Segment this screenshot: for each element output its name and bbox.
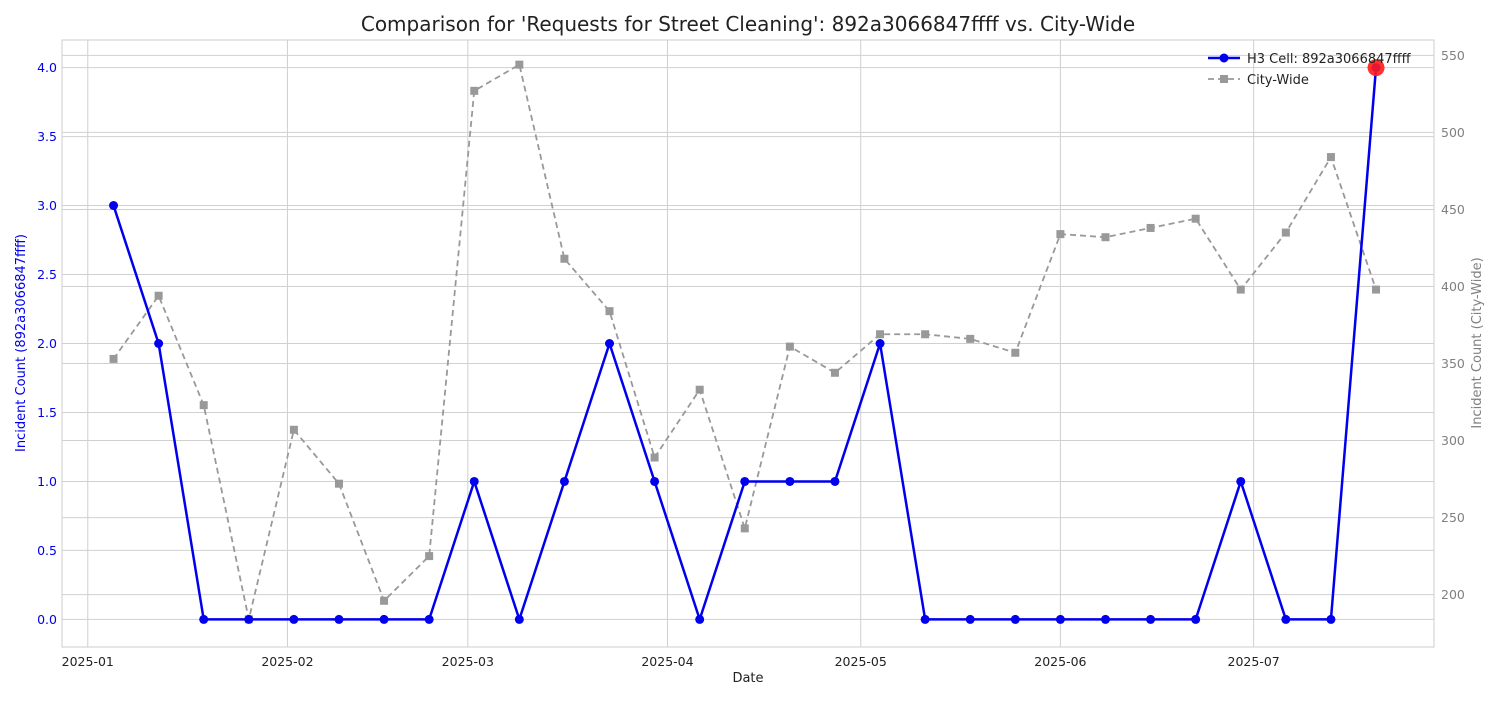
data-point-h3-cell	[559, 476, 569, 486]
y-right-tick-label: 350	[1441, 356, 1465, 371]
data-point-city-wide	[605, 307, 614, 316]
data-point-city-wide	[921, 330, 930, 339]
y-left-tick-label: 4.0	[37, 60, 57, 75]
data-point-h3-cell	[695, 614, 705, 624]
y-right-tick-label: 300	[1441, 433, 1465, 448]
data-point-h3-cell	[920, 614, 930, 624]
data-point-h3-cell	[1146, 614, 1156, 624]
data-point-city-wide	[650, 453, 659, 462]
y-left-tick-label: 2.5	[37, 267, 57, 282]
data-point-h3-cell	[424, 614, 434, 624]
data-point-h3-cell	[154, 339, 164, 348]
y-right-tick-label: 450	[1441, 202, 1465, 217]
data-point-city-wide	[1236, 285, 1245, 294]
data-point-h3-cell	[1236, 476, 1246, 486]
data-point-city-wide	[515, 60, 524, 69]
data-point-h3-cell	[1281, 614, 1291, 624]
x-tick-label: 2025-02	[261, 654, 313, 669]
data-point-h3-cell	[965, 614, 975, 624]
data-point-city-wide	[695, 385, 704, 394]
y-right-tick-label: 250	[1441, 510, 1465, 525]
x-tick-label: 2025-06	[1034, 654, 1086, 669]
right-y-axis-title: Incident Count (City-Wide)	[1470, 257, 1485, 428]
data-point-city-wide	[1056, 230, 1065, 239]
data-point-city-wide	[425, 552, 434, 561]
legend-label-h3-cell: H3 Cell: 892a3066847ffff	[1247, 52, 1412, 67]
data-point-city-wide	[560, 254, 569, 263]
y-left-tick-label: 3.0	[37, 198, 57, 213]
data-point-city-wide	[199, 401, 208, 410]
data-point-h3-cell	[785, 476, 795, 486]
data-point-h3-cell	[740, 476, 750, 486]
data-point-h3-cell	[1191, 614, 1201, 624]
x-tick-label: 2025-03	[442, 654, 494, 669]
y-right-tick-label: 500	[1441, 125, 1465, 140]
data-point-city-wide	[1011, 348, 1020, 357]
legend-label-city-wide: City-Wide	[1247, 73, 1309, 88]
data-point-h3-cell	[514, 614, 524, 624]
data-point-h3-cell	[109, 201, 119, 211]
series-layer	[109, 59, 1385, 624]
data-point-h3-cell	[875, 339, 885, 348]
legend-marker-h3-cell	[1219, 53, 1229, 63]
x-tick-label: 2025-01	[62, 654, 114, 669]
data-point-h3-cell	[1100, 614, 1110, 624]
y-right-tick-label: 550	[1441, 48, 1465, 63]
data-point-h3-cell	[334, 614, 344, 624]
y-left-tick-label: 3.5	[37, 129, 57, 144]
data-point-city-wide	[380, 596, 389, 605]
data-point-city-wide	[109, 354, 118, 363]
chart-title: Comparison for 'Requests for Street Clea…	[361, 12, 1135, 36]
data-point-city-wide	[740, 524, 749, 533]
data-point-city-wide	[1372, 285, 1381, 294]
x-tick-label: 2025-07	[1228, 654, 1280, 669]
data-point-h3-cell	[469, 476, 479, 486]
data-point-city-wide	[334, 479, 343, 488]
data-point-city-wide	[154, 291, 163, 300]
left-y-axis-title: Incident Count (892a3066847ffff)	[14, 234, 29, 452]
x-tick-label: 2025-04	[641, 654, 693, 669]
x-axis-title: Date	[732, 671, 763, 686]
data-point-h3-cell	[1055, 614, 1065, 624]
data-point-city-wide	[1191, 214, 1200, 223]
data-point-city-wide	[830, 368, 839, 377]
data-point-h3-cell	[650, 476, 660, 486]
y-left-tick-label: 1.0	[37, 474, 57, 489]
y-left-tick-label: 2.0	[37, 336, 57, 351]
legend-marker-city-wide	[1220, 75, 1228, 83]
x-tick-label: 2025-05	[835, 654, 887, 669]
data-point-city-wide	[1281, 228, 1290, 237]
data-point-h3-cell	[244, 614, 254, 624]
legend: H3 Cell: 892a3066847ffff City-Wide	[1208, 52, 1412, 88]
data-point-h3-cell	[830, 476, 840, 486]
data-point-h3-cell	[379, 614, 389, 624]
data-point-h3-cell	[199, 614, 209, 624]
data-point-city-wide	[289, 425, 298, 434]
data-point-h3-cell	[605, 339, 615, 348]
data-point-h3-cell	[1010, 614, 1020, 624]
y-right-tick-label: 200	[1441, 587, 1465, 602]
data-point-city-wide	[1146, 223, 1155, 232]
data-point-h3-cell	[289, 614, 299, 624]
data-point-city-wide	[876, 330, 885, 339]
y-left-tick-label: 0.5	[37, 543, 57, 558]
data-point-city-wide	[785, 342, 794, 351]
data-point-city-wide	[470, 86, 479, 95]
y-left-tick-label: 1.5	[37, 405, 57, 420]
plot-frame	[61, 39, 1435, 648]
axes-layer: 2025-01 2025-02 2025-03 2025-04 2025-05 2025-…	[37, 48, 1465, 669]
data-point-h3-cell	[1326, 614, 1336, 624]
highlight-point	[1367, 59, 1385, 77]
data-point-city-wide	[1101, 233, 1110, 242]
y-left-tick-label: 0.0	[37, 612, 57, 627]
data-point-city-wide	[1326, 153, 1335, 162]
data-point-city-wide	[966, 334, 975, 343]
y-right-tick-label: 400	[1441, 279, 1465, 294]
